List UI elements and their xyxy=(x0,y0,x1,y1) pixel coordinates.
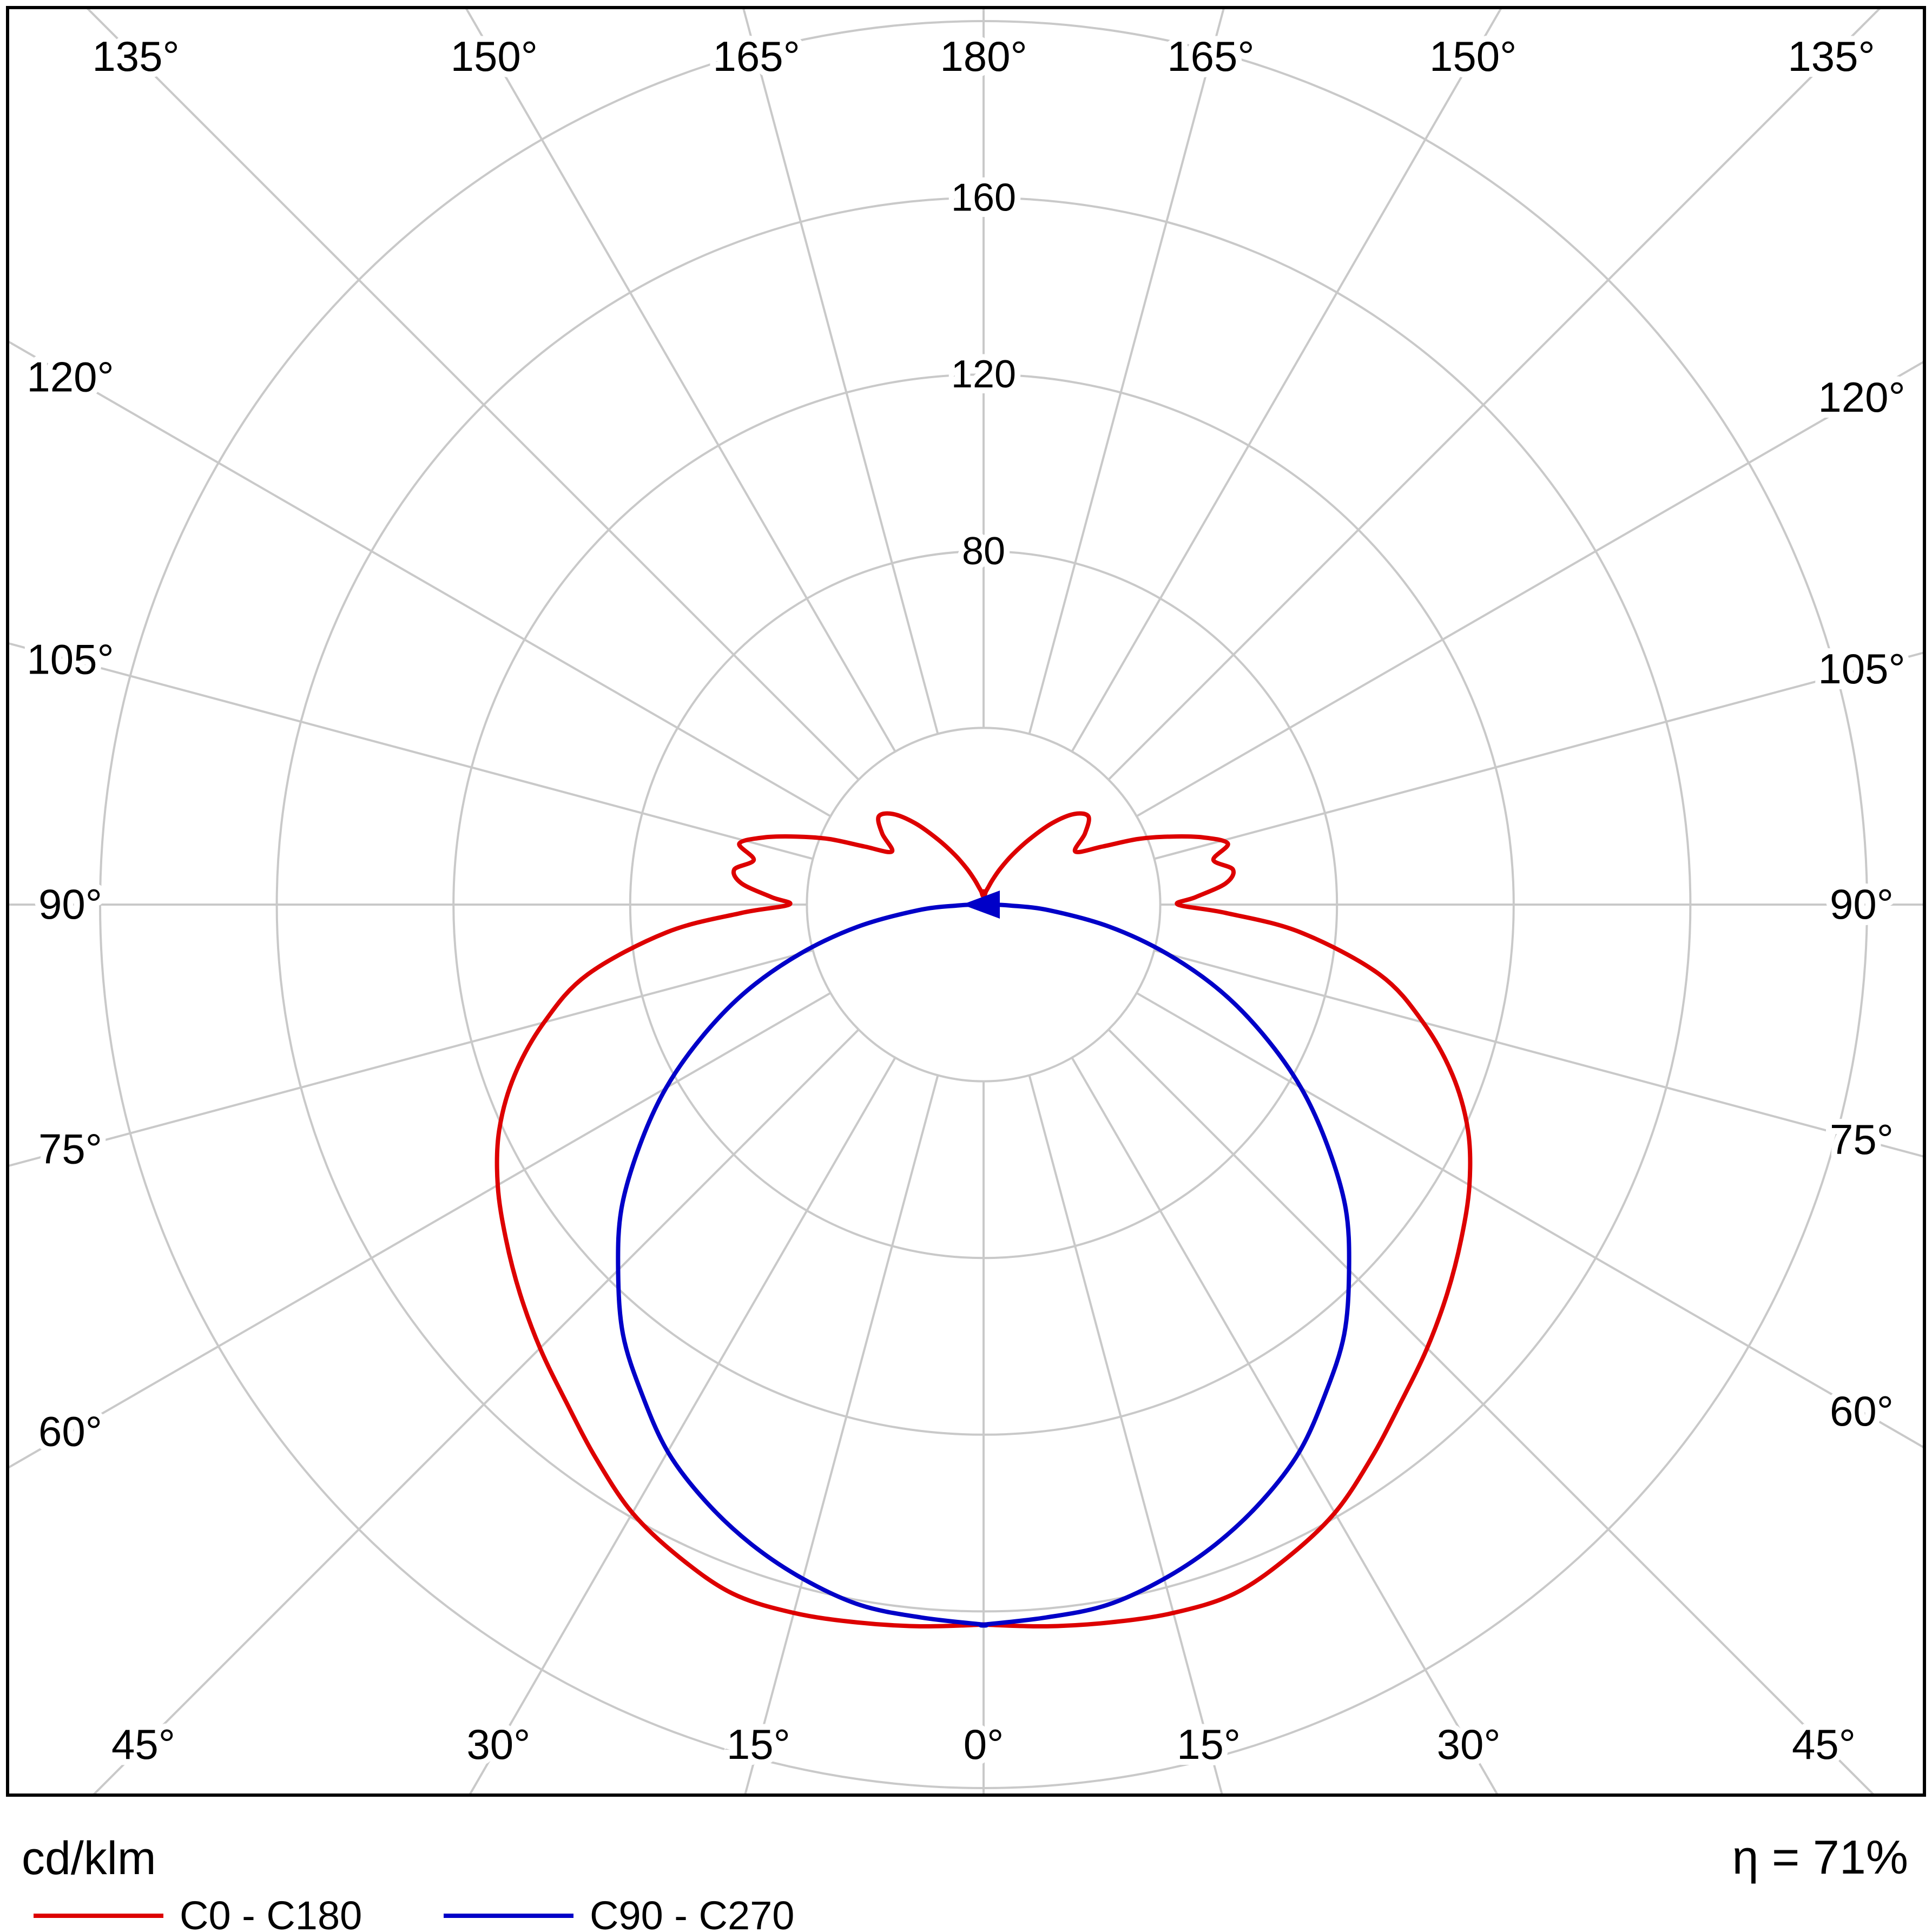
grid-ray xyxy=(9,642,814,860)
angle-label: 90° xyxy=(38,880,102,928)
angle-label: 60° xyxy=(1830,1387,1894,1435)
angle-label: 165° xyxy=(713,32,800,80)
angle-label: 45° xyxy=(111,1720,175,1768)
grid-ray xyxy=(1153,949,1923,1158)
angle-label: 105° xyxy=(1818,645,1905,693)
angle-label: 75° xyxy=(1830,1116,1894,1163)
series-path-c90-c270 xyxy=(616,902,1351,1628)
angle-label: 135° xyxy=(1788,32,1875,80)
grid-ray xyxy=(1028,9,1225,735)
angle-label: 120° xyxy=(27,353,114,400)
grid-ray xyxy=(93,1028,860,1793)
legend-item-c0-c180: C0 - C180 xyxy=(34,1893,362,1932)
legend-swatch-red-line xyxy=(34,1913,163,1918)
angle-label: 30° xyxy=(1437,1720,1501,1768)
grid-ray xyxy=(742,9,939,735)
angle-label: 120° xyxy=(1818,373,1905,421)
grid-ray xyxy=(1107,9,1881,781)
angle-label: 150° xyxy=(451,32,538,80)
grid-ray xyxy=(1136,361,1923,817)
grid-ray xyxy=(1107,1028,1874,1793)
legend-label-c0-c180: C0 - C180 xyxy=(180,1893,362,1932)
angle-label: 75° xyxy=(38,1125,102,1172)
grid-ray xyxy=(9,340,832,817)
grid-ray xyxy=(465,9,896,753)
grid-ray xyxy=(9,949,814,1167)
grid-ray xyxy=(1071,9,1502,753)
angle-label: 105° xyxy=(27,636,114,683)
angle-label: 15° xyxy=(1177,1720,1241,1768)
angle-label: 15° xyxy=(727,1720,790,1768)
grid-ray xyxy=(469,1057,896,1793)
efficiency-value: η = 71% xyxy=(1732,1830,1908,1884)
radial-tick-label: 120 xyxy=(951,353,1016,396)
angle-label: 150° xyxy=(1429,32,1516,80)
grid-ray xyxy=(1136,992,1923,1448)
legend-swatch-blue-line xyxy=(444,1913,573,1918)
legend-label-c90-c270: C90 - C270 xyxy=(590,1893,795,1932)
grid-ray xyxy=(1071,1057,1498,1793)
angle-label: 90° xyxy=(1830,880,1894,928)
grid-ray xyxy=(9,992,832,1469)
curve-end-arrow xyxy=(962,891,1000,919)
grid-ray xyxy=(744,1074,939,1793)
legend-item-c90-c270: C90 - C270 xyxy=(444,1893,794,1932)
grid-ray xyxy=(1153,651,1923,860)
angle-label: 0° xyxy=(964,1720,1004,1768)
plot-border xyxy=(6,6,1926,1797)
angle-label: 30° xyxy=(466,1720,530,1768)
angle-label: 165° xyxy=(1167,32,1254,80)
angle-label: 60° xyxy=(38,1408,102,1455)
radial-tick-label: 160 xyxy=(951,176,1016,220)
angle-label: 45° xyxy=(1792,1720,1856,1768)
unit-label: cd/klm xyxy=(22,1832,156,1884)
grid-ray xyxy=(87,9,860,781)
angle-label: 135° xyxy=(92,32,179,80)
grid-ray xyxy=(1028,1074,1223,1793)
angle-label: 180° xyxy=(940,32,1027,80)
radial-tick-label: 80 xyxy=(962,530,1005,573)
